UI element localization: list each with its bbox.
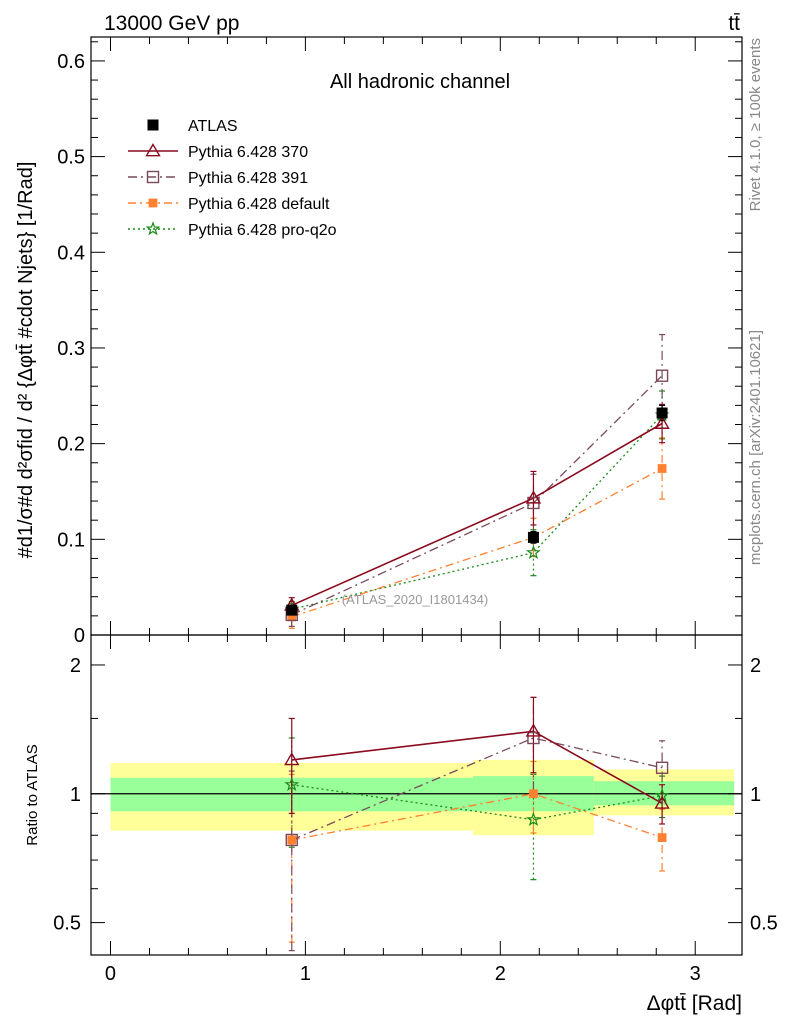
ratio-point-p391 — [527, 731, 540, 745]
legend-marker-pdefault — [148, 198, 158, 208]
x-axis-label: Δφtt̄ [Rad] — [647, 992, 742, 1015]
series-line-p391 — [291, 375, 663, 616]
x-tick-label: 0 — [105, 963, 116, 985]
legend-marker-p391 — [146, 170, 160, 184]
mcplots-label: mcplots.cern.ch [arXiv:2401.10621] — [747, 330, 764, 565]
rivet-version-label: Rivet 4.1.0, ≥ 100k events — [747, 38, 764, 211]
data-point-pdefault — [657, 464, 667, 473]
legend-label-pdefault: Pythia 6.428 default — [188, 196, 330, 213]
ratio-y-tick-label: 1 — [70, 784, 81, 806]
series-line-p370 — [291, 422, 663, 607]
header-process: tt̄ — [728, 12, 740, 35]
ratio-point-pdefault — [657, 833, 667, 842]
ratio-point-pq2o — [525, 811, 541, 827]
ratio-y-tick-label: 2 — [70, 655, 81, 677]
x-tick-label: 2 — [495, 963, 506, 985]
ratio-point-p391 — [655, 761, 669, 775]
ratio-line-p391 — [291, 737, 663, 841]
legend-label-atlas: ATLAS — [188, 118, 238, 135]
ratio-point-p370 — [525, 723, 542, 737]
data-point-p370 — [525, 490, 542, 504]
data-point-atlas — [286, 604, 298, 616]
legend-marker-atlas — [147, 119, 159, 131]
main-panel: 0 0.1 0.2 0.3 0.4 0.5 0.6 All hadronic channel… — [15, 36, 743, 647]
ratio-frame — [90, 634, 743, 956]
data-point-p391 — [655, 369, 669, 382]
analysis-watermark: (ATLAS_2020_I1801434) — [342, 592, 488, 607]
y-tick-label: 0.5 — [57, 147, 85, 169]
legend-marker-pq2o — [145, 221, 161, 236]
chart-title: All hadronic channel — [330, 71, 510, 93]
ratio-point-pdefault — [287, 835, 297, 845]
data-point-atlas — [527, 531, 539, 543]
data-point-pdefault — [287, 612, 297, 622]
x-tick-label: 3 — [690, 963, 701, 985]
ratio-y-tick-label-right: 1 — [750, 784, 761, 806]
ratio-y-tick-label-right: 0.5 — [750, 913, 778, 935]
data-point-atlas — [656, 407, 668, 419]
ratio-panel: 0.5 0.5 1 1 2 2 0 1 2 3 Ratio to ATLAS Δφtt̄ [Rad… — [24, 634, 778, 1015]
data-point-pq2o — [526, 544, 541, 560]
ratio-y-tick-label-right: 2 — [750, 655, 761, 677]
y-tick-label: 0.1 — [57, 529, 85, 551]
ratio-point-pq2o — [284, 776, 300, 792]
x-tick-label: 1 — [300, 963, 311, 985]
legend-label-p391: Pythia 6.428 391 — [188, 170, 308, 187]
ratio-point-p370 — [284, 752, 300, 766]
ratio-point-p391 — [285, 833, 298, 847]
ratio-point-pdefault — [529, 789, 538, 799]
y-tick-label: 0.2 — [57, 434, 85, 456]
legend: ATLAS Pythia 6.428 370 Pythia 6.428 391 Pyt… — [128, 118, 337, 239]
legend-label-p370: Pythia 6.428 370 — [188, 144, 308, 161]
ratio-line-pdefault — [291, 793, 663, 841]
legend-marker-p370 — [145, 143, 161, 157]
ratio-y-tick-label: 0.5 — [53, 913, 81, 935]
legend-label-pq2o: Pythia 6.428 pro-q2o — [188, 222, 337, 239]
y-tick-label: 0 — [74, 625, 85, 647]
data-point-p370 — [654, 415, 670, 429]
y-tick-label: 0.4 — [57, 242, 85, 264]
y-axis-label: #d1/σ#d d²σfid / d² {Δφtt̄ #cdot Njets} … — [15, 162, 37, 559]
ratio-point-p370 — [654, 795, 670, 809]
y-tick-label: 0.6 — [57, 51, 85, 73]
y-tick-label: 0.3 — [57, 338, 85, 360]
ratio-y-label: Ratio to ATLAS — [24, 744, 41, 845]
ratio-line-pq2o — [291, 784, 663, 821]
header-energy: 13000 GeV pp — [104, 12, 239, 35]
